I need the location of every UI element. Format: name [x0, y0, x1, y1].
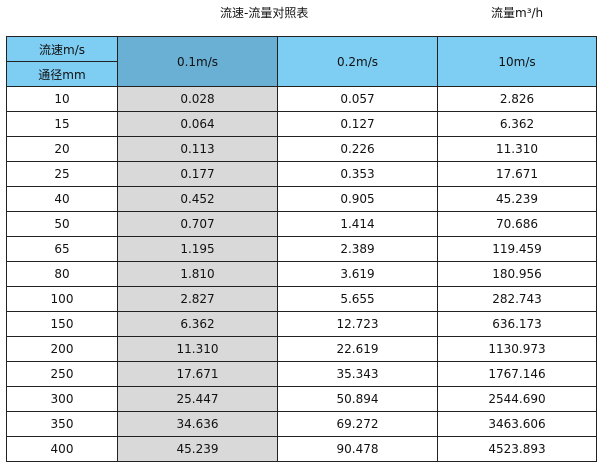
flow-cell: 180.956: [437, 261, 597, 287]
flow-cell: 0.707: [117, 211, 278, 237]
table-row: 10 0.028 0.057 2.826: [6, 86, 597, 112]
table-row: 200 11.310 22.619 1130.973: [6, 336, 597, 362]
flow-cell: 2.827: [117, 286, 278, 312]
column-header: 0.2m/s: [277, 36, 438, 87]
flow-cell: 45.239: [437, 186, 597, 212]
flow-cell: 0.064: [117, 111, 278, 137]
diameter-cell: 10: [6, 86, 118, 112]
table-row: 80 1.810 3.619 180.956: [6, 261, 597, 287]
table-row: 25 0.177 0.353 17.671: [6, 161, 597, 187]
diameter-cell: 65: [6, 236, 118, 262]
flow-cell: 0.113: [117, 136, 278, 162]
unit-label: 流量m³/h: [491, 6, 544, 20]
flow-rate-table: 流速m/s 0.1m/s 0.2m/s 10m/s 通径mm 10 0.028 0.…: [6, 36, 597, 462]
flow-cell: 12.723: [277, 311, 438, 337]
table-row: 250 17.671 35.343 1767.146: [6, 361, 597, 387]
flow-cell: 282.743: [437, 286, 597, 312]
table-row: 50 0.707 1.414 70.686: [6, 211, 597, 237]
flow-cell: 0.127: [277, 111, 438, 137]
flow-cell: 0.905: [277, 186, 438, 212]
flow-cell: 636.173: [437, 311, 597, 337]
diameter-cell: 80: [6, 261, 118, 287]
flow-cell: 50.894: [277, 386, 438, 412]
diameter-cell: 300: [6, 386, 118, 412]
table-row: 150 6.362 12.723 636.173: [6, 311, 597, 337]
flow-cell: 35.343: [277, 361, 438, 387]
diameter-cell: 350: [6, 411, 118, 437]
diameter-header: 通径mm: [6, 61, 118, 87]
diameter-cell: 100: [6, 286, 118, 312]
diameter-cell: 25: [6, 161, 118, 187]
flow-cell: 0.353: [277, 161, 438, 187]
diameter-cell: 20: [6, 136, 118, 162]
flow-cell: 17.671: [117, 361, 278, 387]
diameter-cell: 250: [6, 361, 118, 387]
diameter-cell: 150: [6, 311, 118, 337]
diameter-cell: 400: [6, 436, 118, 462]
table-row: 350 34.636 69.272 3463.606: [6, 411, 597, 437]
table-row: 15 0.064 0.127 6.362: [6, 111, 597, 137]
flow-cell: 2544.690: [437, 386, 597, 412]
flow-cell: 1130.973: [437, 336, 597, 362]
flow-cell: 11.310: [117, 336, 278, 362]
diameter-cell: 200: [6, 336, 118, 362]
diameter-cell: 50: [6, 211, 118, 237]
table-row: 40 0.452 0.905 45.239: [6, 186, 597, 212]
flow-cell: 3463.606: [437, 411, 597, 437]
flow-cell: 1767.146: [437, 361, 597, 387]
flow-cell: 11.310: [437, 136, 597, 162]
flow-cell: 6.362: [117, 311, 278, 337]
diameter-cell: 15: [6, 111, 118, 137]
flow-cell: 4523.893: [437, 436, 597, 462]
velocity-header: 流速m/s: [6, 36, 118, 62]
flow-cell: 69.272: [277, 411, 438, 437]
table-row: 20 0.113 0.226 11.310: [6, 136, 597, 162]
flow-cell: 1.810: [117, 261, 278, 287]
flow-cell: 45.239: [117, 436, 278, 462]
diameter-cell: 40: [6, 186, 118, 212]
flow-cell: 0.226: [277, 136, 438, 162]
column-header: 10m/s: [437, 36, 597, 87]
flow-cell: 0.452: [117, 186, 278, 212]
flow-cell: 25.447: [117, 386, 278, 412]
table-row: 65 1.195 2.389 119.459: [6, 236, 597, 262]
flow-cell: 119.459: [437, 236, 597, 262]
flow-cell: 90.478: [277, 436, 438, 462]
flow-cell: 34.636: [117, 411, 278, 437]
flow-cell: 1.195: [117, 236, 278, 262]
flow-cell: 5.655: [277, 286, 438, 312]
flow-cell: 3.619: [277, 261, 438, 287]
flow-cell: 0.057: [277, 86, 438, 112]
column-header: 0.1m/s: [117, 36, 278, 87]
table-row: 300 25.447 50.894 2544.690: [6, 386, 597, 412]
table-row: 400 45.239 90.478 4523.893: [6, 436, 597, 462]
flow-cell: 2.826: [437, 86, 597, 112]
flow-cell: 2.389: [277, 236, 438, 262]
flow-cell: 17.671: [437, 161, 597, 187]
flow-cell: 0.177: [117, 161, 278, 187]
table-title: 流速-流量对照表: [220, 6, 309, 20]
flow-cell: 22.619: [277, 336, 438, 362]
flow-cell: 0.028: [117, 86, 278, 112]
flow-cell: 70.686: [437, 211, 597, 237]
flow-cell: 6.362: [437, 111, 597, 137]
flow-cell: 1.414: [277, 211, 438, 237]
table-row: 100 2.827 5.655 282.743: [6, 286, 597, 312]
